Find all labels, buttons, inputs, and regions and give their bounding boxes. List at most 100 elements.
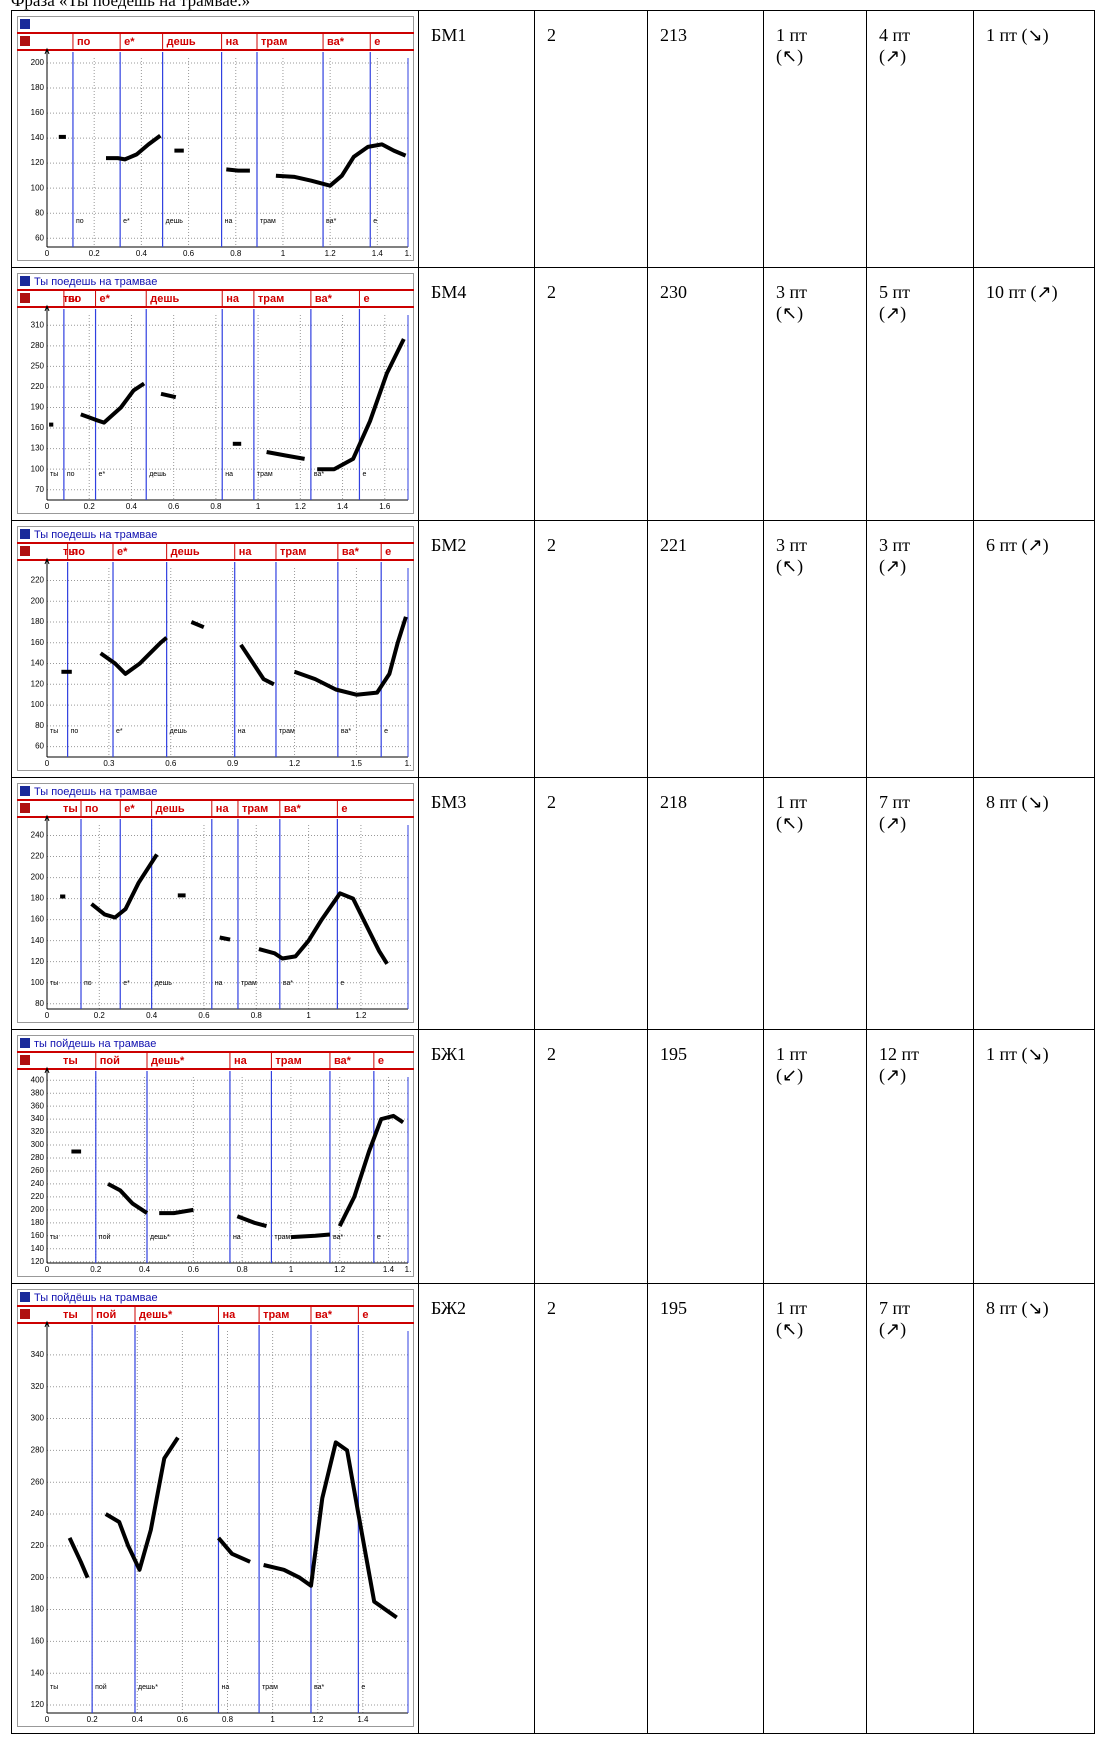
y-tick-label: 360 (31, 1101, 45, 1110)
y-tick-label: 240 (31, 1179, 45, 1188)
cell: 2 (534, 1029, 648, 1284)
x-tick-label: 1.6 (379, 502, 391, 511)
y-tick-label: 310 (31, 320, 45, 329)
cell-text: 4 пт (↗) (879, 25, 910, 66)
y-tick-label: 160 (31, 1636, 45, 1645)
chart-title: Ты поедешь на трамвае (34, 529, 157, 541)
y-tick-label: 160 (31, 423, 45, 432)
x-tick-label: 0.6 (188, 1265, 200, 1274)
tier-label: трам (258, 293, 284, 305)
x-tick-label: 1.2 (289, 759, 301, 768)
pitch-curve (263, 1440, 398, 1620)
segment-label: е (340, 980, 344, 987)
tier-label: е (374, 36, 380, 48)
x-tick-label: 0 (45, 502, 50, 511)
tier-label: трам (280, 546, 306, 558)
tier-label: трам (261, 36, 287, 48)
tier-icon (20, 36, 30, 46)
table: 60 80 100 120 140 160 180 200 0 0.2 0.4 0.6 0.8 1 1.2 1… (11, 10, 1095, 1734)
segment-label: е (362, 471, 366, 478)
segment-label: на (233, 1234, 241, 1241)
chart-frame (17, 526, 414, 771)
segment-label: ты (50, 1684, 58, 1691)
x-tick-label: 0.6 (183, 249, 195, 258)
tier-label: ва* (342, 546, 360, 558)
pitch-curve (107, 1182, 149, 1215)
y-tick-label: 160 (31, 915, 45, 924)
cell: 195 (647, 1283, 764, 1734)
segment-label: е (384, 728, 388, 735)
x-tick-label: 0 (45, 1011, 50, 1020)
pitch-chart: Ты поедешь на трамвае 60 80 100 120 140 160 180… (17, 526, 414, 771)
cell-text: 230 (660, 282, 687, 302)
cell: 213 (647, 10, 764, 268)
y-tick-label: 220 (31, 382, 45, 391)
tier-label: на (234, 1055, 248, 1067)
x-tick-label: 1.2 (355, 1011, 367, 1020)
x-tick-label: 0.8 (210, 502, 222, 511)
segment-label: пой (95, 1683, 107, 1691)
segment-label: ва* (283, 980, 294, 987)
segment-label: на (225, 218, 233, 225)
pitch-curve (190, 620, 205, 630)
tier-label: ты (63, 546, 78, 558)
cell-text: 8 пт (↘) (986, 792, 1049, 812)
tier-label: по (85, 803, 99, 815)
segment-label: трам (260, 218, 276, 225)
segment-label: трам (257, 471, 273, 478)
x-tick-label: 1.5 (351, 759, 363, 768)
pitch-curve (236, 1214, 268, 1229)
x-tick-label: 0 (45, 249, 50, 258)
chart-title: Ты поедешь на трамвае (34, 276, 157, 288)
chart-frame (17, 1035, 414, 1277)
cell: 3 пт (↗) (866, 520, 974, 778)
cell-text: 3 пт (↖) (776, 535, 807, 576)
y-tick-label: 120 (31, 1700, 45, 1709)
segment-label: ва* (314, 471, 325, 478)
cell-text: 2 (547, 792, 556, 812)
cell: БМ4 (418, 267, 535, 521)
pitch-curve (67, 1537, 90, 1579)
x-tick-label: 1.2 (295, 502, 307, 511)
y-tick-label: 240 (31, 831, 45, 840)
y-tick-label: 280 (31, 1153, 45, 1162)
cell-text: БМ4 (431, 282, 467, 302)
tier-label: на (226, 36, 240, 48)
x-tick-label: 0 (45, 759, 50, 768)
y-tick-label: 180 (31, 83, 45, 92)
pitch-curve (159, 1207, 194, 1216)
tier-label: е (362, 1309, 368, 1321)
chart-cell: ты пойдешь на трамвае 120 140 160 180 200 220 2… (11, 1029, 419, 1284)
cell-text: 221 (660, 535, 687, 555)
y-tick-label: 280 (31, 1445, 45, 1454)
cell-text: 195 (660, 1298, 687, 1318)
cell: 7 пт (↗) (866, 777, 974, 1030)
cell-text: 12 пт (↗) (879, 1044, 919, 1085)
y-tick-label: 100 (31, 700, 45, 709)
x-tick-label: 0 (45, 1715, 50, 1724)
cell: 5 пт (↗) (866, 267, 974, 521)
tier-label: е* (117, 546, 128, 558)
tier-label: на (216, 803, 230, 815)
x-tick-label: 0.4 (132, 1715, 144, 1724)
pitch-curve (337, 1113, 405, 1227)
tier-label: дешь (156, 803, 185, 815)
pitch-curve (216, 1536, 251, 1564)
x-tick-label: 1.4 (372, 249, 384, 258)
y-tick-label: 140 (31, 1244, 45, 1253)
x-tick-label: 1 (256, 502, 261, 511)
tier-label: на (222, 1309, 236, 1321)
x-tick-label: 0.2 (87, 1715, 99, 1724)
y-tick-label: 130 (31, 444, 45, 453)
y-tick-label: 400 (31, 1075, 45, 1084)
pitch-curve (290, 1232, 331, 1240)
segment-label: на (225, 471, 233, 478)
y-tick-label: 180 (31, 1218, 45, 1227)
cell-text: 1 пт (↖) (776, 792, 807, 833)
segment-label: ты (50, 471, 58, 478)
tier-label: ты (63, 1055, 78, 1067)
cell-text: 1 пт (↖) (776, 1298, 807, 1339)
x-tick-label: 0.8 (222, 1715, 234, 1724)
y-tick-label: 140 (31, 659, 45, 668)
cell-text: 1 пт (↖) (776, 25, 807, 66)
